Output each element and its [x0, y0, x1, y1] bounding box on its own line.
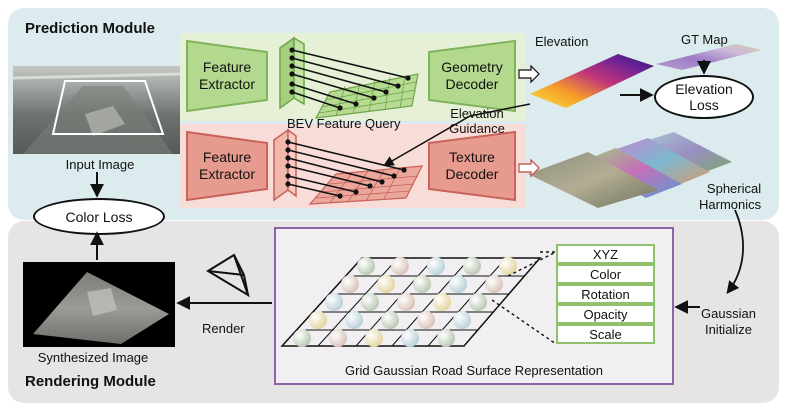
- synthesized-image-road: [33, 272, 169, 344]
- gt-map-label: GT Map: [681, 32, 728, 47]
- feature-extractor-bottom-label: Feature Extractor: [198, 149, 255, 182]
- input-image-caption: Input Image: [65, 157, 135, 172]
- elevation-guidance-label: Elevation Guidance: [449, 106, 505, 136]
- attribute-color: Color: [556, 264, 655, 284]
- grid-representation-label: Grid Gaussian Road Surface Representatio…: [345, 363, 603, 378]
- geometry-decoder-label: Geometry Decoder: [441, 59, 503, 92]
- render-label: Render: [202, 321, 245, 336]
- feature-extractor-bottom-shape: [186, 131, 268, 201]
- texture-decoder-shape: [428, 131, 516, 201]
- camera-frustum-icon: [206, 253, 250, 298]
- elevation-loss-node: Elevation Loss: [654, 75, 754, 119]
- elevation-map: [530, 54, 654, 108]
- spherical-harmonics-label: Spherical Harmonics: [699, 181, 762, 212]
- elevation-label: Elevation: [535, 34, 589, 49]
- input-image-road-overlay: [13, 72, 180, 154]
- bev-feature-query-label: BEV Feature Query: [287, 116, 401, 131]
- rendering-module-title: Rendering Module: [25, 373, 156, 390]
- attribute-opacity: Opacity: [556, 304, 655, 324]
- gaussian-grid-graphic: [280, 257, 542, 347]
- attribute-scale: Scale: [556, 324, 655, 344]
- spherical-harmonics-maps: [528, 132, 732, 208]
- bev-feature-query-red-graphic: [273, 128, 424, 205]
- attribute-rotation: Rotation: [556, 284, 655, 304]
- geometry-decoder-shape: [428, 40, 516, 112]
- feature-extractor-top-shape: [186, 40, 268, 112]
- elevation-loss-label: Elevation Loss: [675, 81, 733, 113]
- feature-extractor-top-label: Feature Extractor: [198, 59, 255, 92]
- prediction-module-title: Prediction Module: [25, 20, 156, 37]
- synthesized-image-caption: Synthesized Image: [37, 350, 149, 365]
- gaussian-initialize-label: Gaussian Initialize: [701, 306, 756, 337]
- color-loss-node: Color Loss: [33, 198, 165, 235]
- color-loss-label: Color Loss: [65, 208, 133, 225]
- gt-map-image: [656, 44, 762, 70]
- texture-decoder-label: Texture Decoder: [445, 149, 499, 182]
- attribute-xyz: XYZ: [556, 244, 655, 264]
- bev-feature-query-green-graphic: [279, 36, 419, 119]
